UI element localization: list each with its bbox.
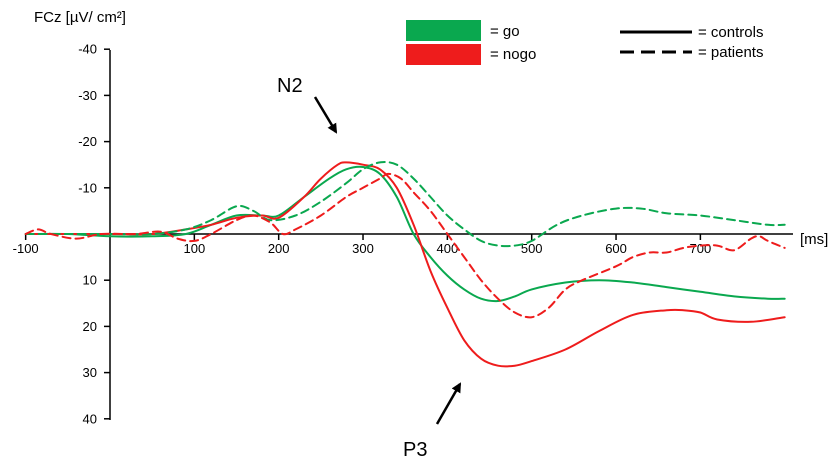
y-tick-label: 20 <box>83 319 97 334</box>
arrow-n2 <box>313 96 338 134</box>
legend: = go = nogo = controls = patients <box>406 20 763 65</box>
x-axis-title: [ms] <box>800 231 828 248</box>
legend-swatch-nogo <box>406 44 481 65</box>
x-tick-label: 700 <box>690 241 712 256</box>
x-ticks: -100 100 200 300 400 500 600 700 <box>13 234 712 256</box>
x-tick-label: 300 <box>352 241 374 256</box>
arrow-p3 <box>435 382 462 425</box>
legend-label-nogo: = nogo <box>490 46 536 63</box>
legend-swatch-go <box>406 20 481 41</box>
y-axis-title: FCz [µV/ cm²] <box>34 9 126 26</box>
x-tick-label: 600 <box>605 241 627 256</box>
y-tick-label: 30 <box>83 365 97 380</box>
y-ticks: -40 -30 -20 -10 10 20 30 40 <box>78 42 110 426</box>
y-tick-label: -20 <box>78 134 97 149</box>
y-tick-label: -30 <box>78 88 97 103</box>
series-line-go-patients <box>24 161 786 248</box>
series-line-nogo-controls <box>24 161 786 368</box>
y-tick-label: -10 <box>78 180 97 195</box>
legend-label-patients: = patients <box>698 44 763 61</box>
x-tick-label: 500 <box>521 241 543 256</box>
y-tick-label: -40 <box>78 42 97 57</box>
series-line-nogo-patients <box>24 172 786 319</box>
annotation-n2: N2 <box>277 75 303 97</box>
y-tick-label: 40 <box>83 411 97 426</box>
x-tick-label: -100 <box>13 241 39 256</box>
x-tick-label: 100 <box>183 241 205 256</box>
y-tick-label: 10 <box>83 273 97 288</box>
annotation-p3: P3 <box>403 439 427 461</box>
legend-label-go: = go <box>490 23 520 40</box>
x-tick-label: 400 <box>437 241 459 256</box>
series-layer <box>24 161 786 368</box>
legend-label-controls: = controls <box>698 24 763 41</box>
x-tick-label: 200 <box>268 241 290 256</box>
